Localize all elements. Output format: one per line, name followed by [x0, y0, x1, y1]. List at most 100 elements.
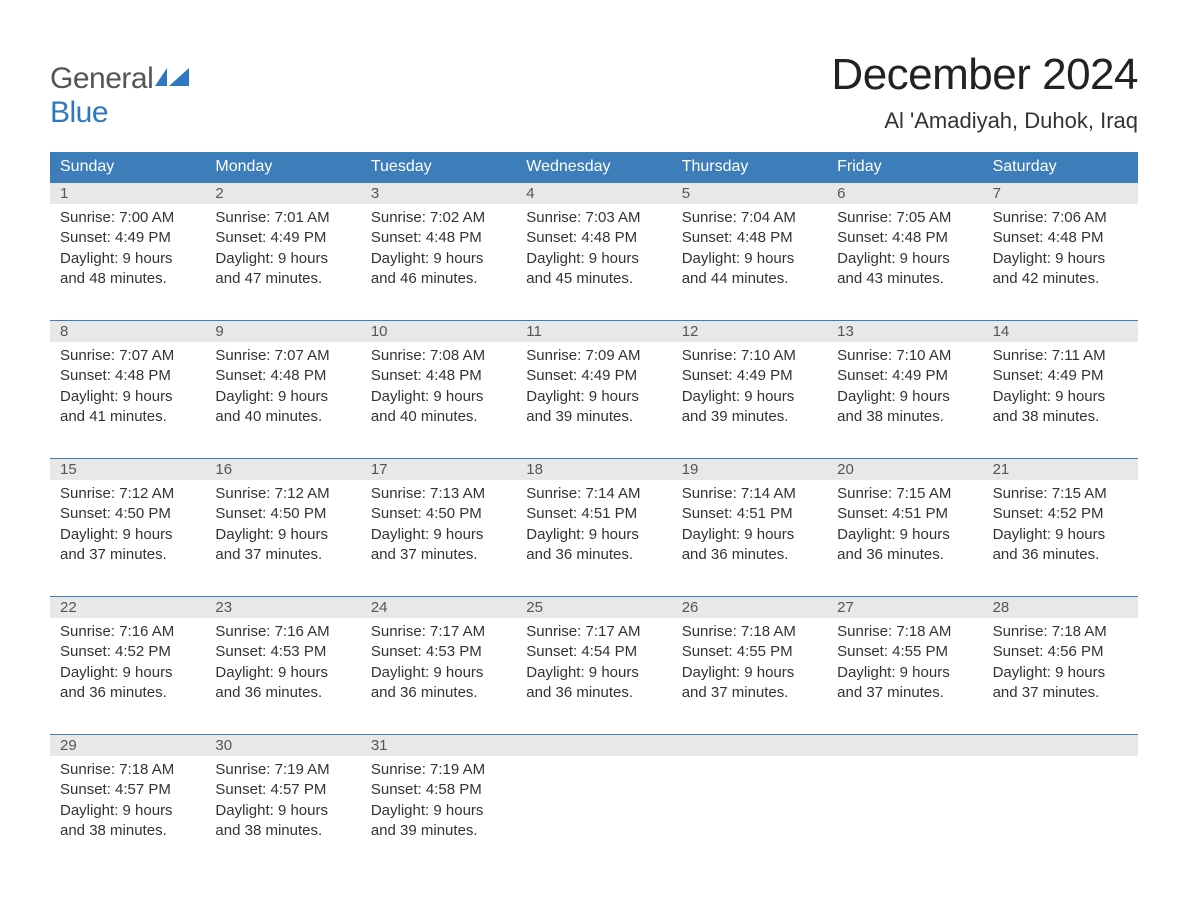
day-line-dl2: and 39 minutes. — [371, 821, 508, 841]
day-cell: 25Sunrise: 7:17 AMSunset: 4:54 PMDayligh… — [516, 596, 671, 712]
day-line-dl1: Daylight: 9 hours — [215, 663, 352, 683]
day-line-dl2: and 40 minutes. — [215, 407, 352, 427]
day-number: 23 — [205, 597, 360, 618]
day-cell: 21Sunrise: 7:15 AMSunset: 4:52 PMDayligh… — [983, 458, 1138, 574]
day-number: 3 — [361, 183, 516, 204]
day-line-sunrise: Sunrise: 7:18 AM — [60, 760, 197, 780]
day-line-dl2: and 46 minutes. — [371, 269, 508, 289]
day-number — [827, 735, 982, 756]
day-line-dl2: and 37 minutes. — [993, 683, 1130, 703]
day-body — [827, 756, 982, 850]
day-line-sunrise: Sunrise: 7:08 AM — [371, 346, 508, 366]
day-body: Sunrise: 7:00 AMSunset: 4:49 PMDaylight:… — [50, 204, 205, 298]
day-line-sunrise: Sunrise: 7:14 AM — [526, 484, 663, 504]
day-number: 19 — [672, 459, 827, 480]
day-line-dl1: Daylight: 9 hours — [837, 663, 974, 683]
day-number: 14 — [983, 321, 1138, 342]
day-line-dl2: and 36 minutes. — [371, 683, 508, 703]
day-cell: 17Sunrise: 7:13 AMSunset: 4:50 PMDayligh… — [361, 458, 516, 574]
day-number: 13 — [827, 321, 982, 342]
day-body: Sunrise: 7:19 AMSunset: 4:57 PMDaylight:… — [205, 756, 360, 850]
day-body — [516, 756, 671, 850]
day-line-sunrise: Sunrise: 7:02 AM — [371, 208, 508, 228]
location-subtitle: Al 'Amadiyah, Duhok, Iraq — [50, 108, 1138, 134]
day-line-sunset: Sunset: 4:48 PM — [215, 366, 352, 386]
day-number: 11 — [516, 321, 671, 342]
day-body: Sunrise: 7:14 AMSunset: 4:51 PMDaylight:… — [672, 480, 827, 574]
day-body: Sunrise: 7:10 AMSunset: 4:49 PMDaylight:… — [672, 342, 827, 436]
day-line-sunset: Sunset: 4:49 PM — [215, 228, 352, 248]
day-line-sunrise: Sunrise: 7:18 AM — [993, 622, 1130, 642]
day-line-dl1: Daylight: 9 hours — [682, 663, 819, 683]
day-line-sunset: Sunset: 4:56 PM — [993, 642, 1130, 662]
day-line-sunrise: Sunrise: 7:15 AM — [837, 484, 974, 504]
day-cell: 15Sunrise: 7:12 AMSunset: 4:50 PMDayligh… — [50, 458, 205, 574]
day-body: Sunrise: 7:13 AMSunset: 4:50 PMDaylight:… — [361, 480, 516, 574]
day-body: Sunrise: 7:18 AMSunset: 4:55 PMDaylight:… — [827, 618, 982, 712]
day-line-dl2: and 48 minutes. — [60, 269, 197, 289]
empty-day-cell — [827, 734, 982, 850]
day-number: 18 — [516, 459, 671, 480]
empty-day-cell — [672, 734, 827, 850]
day-body: Sunrise: 7:15 AMSunset: 4:52 PMDaylight:… — [983, 480, 1138, 574]
day-line-sunrise: Sunrise: 7:18 AM — [682, 622, 819, 642]
day-line-sunset: Sunset: 4:49 PM — [682, 366, 819, 386]
day-line-dl1: Daylight: 9 hours — [215, 801, 352, 821]
day-line-dl2: and 36 minutes. — [682, 545, 819, 565]
day-line-dl1: Daylight: 9 hours — [215, 249, 352, 269]
day-number: 1 — [50, 183, 205, 204]
day-line-sunset: Sunset: 4:48 PM — [526, 228, 663, 248]
empty-day-cell — [516, 734, 671, 850]
day-line-dl1: Daylight: 9 hours — [837, 525, 974, 545]
day-line-sunrise: Sunrise: 7:11 AM — [993, 346, 1130, 366]
day-body: Sunrise: 7:04 AMSunset: 4:48 PMDaylight:… — [672, 204, 827, 298]
day-line-dl2: and 45 minutes. — [526, 269, 663, 289]
day-cell: 30Sunrise: 7:19 AMSunset: 4:57 PMDayligh… — [205, 734, 360, 850]
day-cell: 4Sunrise: 7:03 AMSunset: 4:48 PMDaylight… — [516, 182, 671, 298]
day-cell: 23Sunrise: 7:16 AMSunset: 4:53 PMDayligh… — [205, 596, 360, 712]
day-cell: 24Sunrise: 7:17 AMSunset: 4:53 PMDayligh… — [361, 596, 516, 712]
day-line-sunrise: Sunrise: 7:16 AM — [60, 622, 197, 642]
day-body: Sunrise: 7:07 AMSunset: 4:48 PMDaylight:… — [50, 342, 205, 436]
day-line-sunset: Sunset: 4:50 PM — [60, 504, 197, 524]
day-line-dl1: Daylight: 9 hours — [837, 387, 974, 407]
day-line-sunrise: Sunrise: 7:16 AM — [215, 622, 352, 642]
day-line-dl1: Daylight: 9 hours — [993, 525, 1130, 545]
day-body: Sunrise: 7:12 AMSunset: 4:50 PMDaylight:… — [50, 480, 205, 574]
day-line-dl1: Daylight: 9 hours — [526, 249, 663, 269]
day-body: Sunrise: 7:03 AMSunset: 4:48 PMDaylight:… — [516, 204, 671, 298]
day-cell: 14Sunrise: 7:11 AMSunset: 4:49 PMDayligh… — [983, 320, 1138, 436]
day-line-sunset: Sunset: 4:49 PM — [837, 366, 974, 386]
day-line-sunrise: Sunrise: 7:05 AM — [837, 208, 974, 228]
day-line-sunrise: Sunrise: 7:17 AM — [526, 622, 663, 642]
day-line-sunset: Sunset: 4:57 PM — [215, 780, 352, 800]
day-body: Sunrise: 7:07 AMSunset: 4:48 PMDaylight:… — [205, 342, 360, 436]
day-cell: 9Sunrise: 7:07 AMSunset: 4:48 PMDaylight… — [205, 320, 360, 436]
day-number: 21 — [983, 459, 1138, 480]
logo-text-top: General — [50, 62, 153, 95]
day-cell: 19Sunrise: 7:14 AMSunset: 4:51 PMDayligh… — [672, 458, 827, 574]
day-line-sunset: Sunset: 4:57 PM — [60, 780, 197, 800]
day-line-sunrise: Sunrise: 7:12 AM — [60, 484, 197, 504]
day-line-dl1: Daylight: 9 hours — [60, 525, 197, 545]
calendar-grid: SundayMondayTuesdayWednesdayThursdayFrid… — [50, 152, 1138, 850]
day-line-dl2: and 36 minutes. — [993, 545, 1130, 565]
day-line-dl1: Daylight: 9 hours — [682, 387, 819, 407]
day-line-dl1: Daylight: 9 hours — [60, 249, 197, 269]
day-line-dl2: and 43 minutes. — [837, 269, 974, 289]
day-line-sunrise: Sunrise: 7:10 AM — [682, 346, 819, 366]
day-line-dl1: Daylight: 9 hours — [526, 663, 663, 683]
day-header: Tuesday — [361, 152, 516, 182]
day-line-sunrise: Sunrise: 7:03 AM — [526, 208, 663, 228]
day-line-dl1: Daylight: 9 hours — [993, 663, 1130, 683]
day-line-dl2: and 42 minutes. — [993, 269, 1130, 289]
month-title: December 2024 — [50, 50, 1138, 100]
day-line-dl1: Daylight: 9 hours — [60, 387, 197, 407]
day-line-sunrise: Sunrise: 7:13 AM — [371, 484, 508, 504]
day-cell: 27Sunrise: 7:18 AMSunset: 4:55 PMDayligh… — [827, 596, 982, 712]
page-header: General Blue December 2024 Al 'Amadiyah,… — [50, 50, 1138, 134]
day-line-dl2: and 44 minutes. — [682, 269, 819, 289]
day-body: Sunrise: 7:15 AMSunset: 4:51 PMDaylight:… — [827, 480, 982, 574]
day-line-dl2: and 37 minutes. — [215, 545, 352, 565]
day-line-sunset: Sunset: 4:55 PM — [837, 642, 974, 662]
